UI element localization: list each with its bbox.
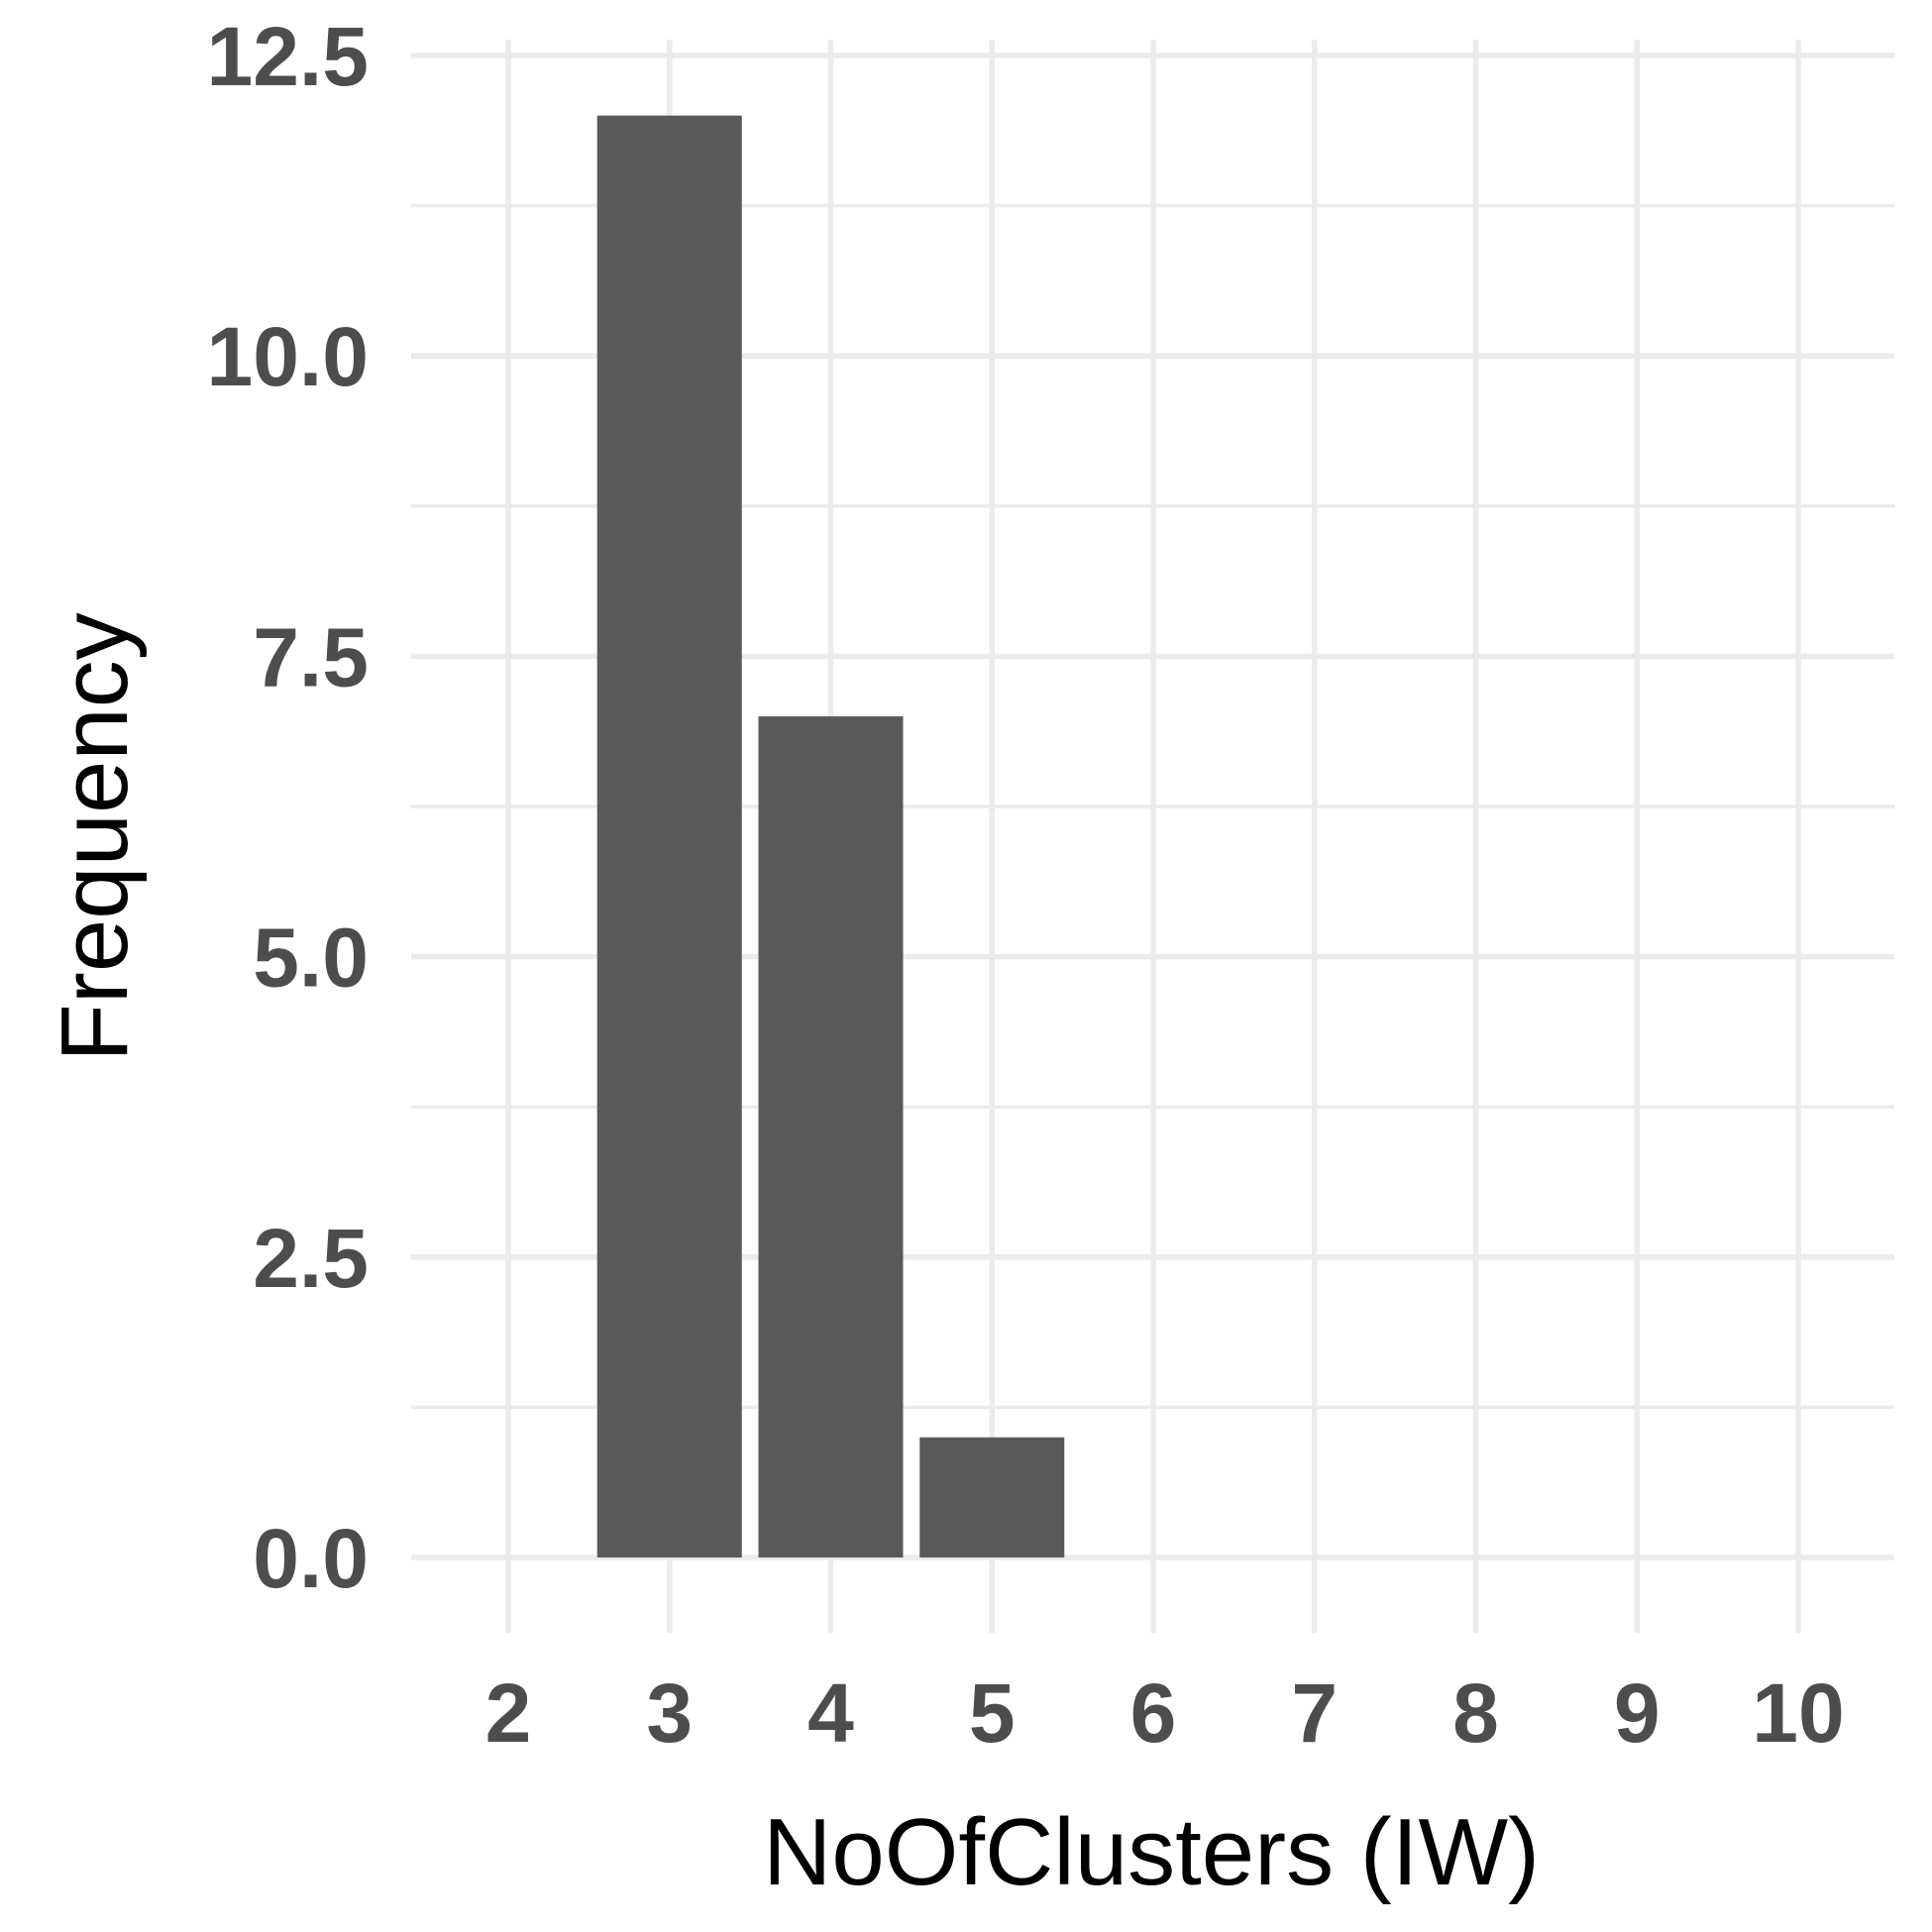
x-tick-label: 9 (1614, 1666, 1661, 1760)
x-tick-label: 10 (1752, 1666, 1844, 1760)
x-tick-label: 6 (1130, 1666, 1177, 1760)
y-tick-label: 0.0 (253, 1512, 369, 1605)
x-tick-label: 5 (969, 1666, 1016, 1760)
y-tick-label: 7.5 (253, 610, 369, 703)
bar-4 (758, 716, 904, 1557)
y-tick-label: 10.0 (207, 310, 370, 403)
bar-5 (919, 1437, 1065, 1557)
x-tick-label: 3 (646, 1666, 693, 1760)
y-axis-title: Frequency (42, 612, 148, 1062)
x-tick-label: 4 (807, 1666, 854, 1760)
x-tick-label: 8 (1452, 1666, 1499, 1760)
bars (596, 115, 1065, 1557)
x-tick-label: 7 (1291, 1666, 1338, 1760)
y-tick-label: 12.5 (207, 10, 370, 103)
x-tick-labels: 2 3 4 5 6 7 8 9 10 (485, 1666, 1845, 1760)
y-tick-label: 5.0 (253, 912, 369, 1005)
y-tick-label: 2.5 (253, 1212, 369, 1305)
y-tick-labels: 0.0 2.5 5.0 7.5 10.0 12.5 (207, 10, 370, 1605)
x-axis-title: NoOfClusters (IW) (763, 1799, 1540, 1905)
bar-3 (596, 115, 742, 1557)
x-tick-label: 2 (485, 1666, 532, 1760)
